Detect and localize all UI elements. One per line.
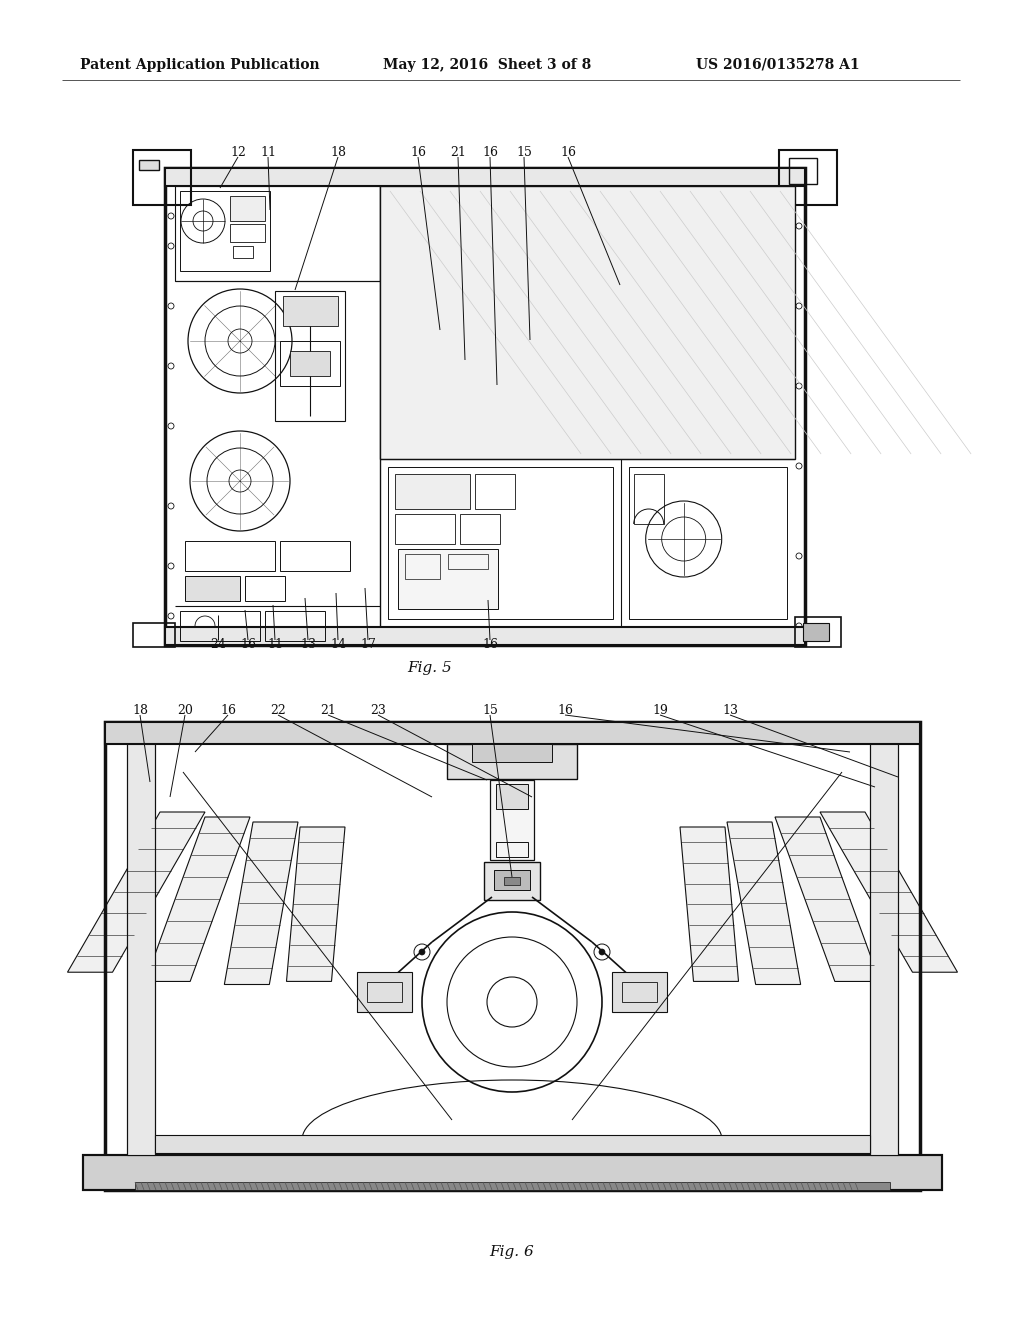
Text: 20: 20 bbox=[177, 704, 193, 717]
Bar bbox=[133, 150, 191, 205]
Bar bbox=[127, 744, 155, 1155]
Text: 11: 11 bbox=[260, 147, 276, 160]
Bar bbox=[367, 982, 402, 1002]
Bar bbox=[612, 972, 667, 1012]
Bar bbox=[388, 467, 612, 619]
Polygon shape bbox=[860, 1155, 942, 1191]
Bar bbox=[290, 351, 330, 376]
Bar bbox=[490, 780, 534, 861]
Bar bbox=[185, 541, 275, 572]
Bar bbox=[398, 549, 498, 609]
Polygon shape bbox=[287, 828, 345, 981]
Bar bbox=[233, 246, 253, 257]
Bar bbox=[155, 1135, 870, 1152]
Bar bbox=[230, 224, 265, 242]
Text: Patent Application Publication: Patent Application Publication bbox=[80, 58, 319, 73]
Text: 19: 19 bbox=[652, 704, 668, 717]
Text: 17: 17 bbox=[360, 639, 376, 652]
Bar bbox=[475, 474, 515, 510]
Text: 23: 23 bbox=[370, 704, 386, 717]
Text: 16: 16 bbox=[482, 147, 498, 160]
Bar bbox=[275, 290, 345, 421]
Text: 16: 16 bbox=[482, 639, 498, 652]
Bar bbox=[395, 474, 470, 510]
Polygon shape bbox=[727, 822, 801, 985]
Polygon shape bbox=[145, 817, 250, 982]
Bar bbox=[460, 513, 500, 544]
Bar bbox=[447, 744, 577, 779]
Bar bbox=[803, 623, 829, 642]
Text: 16: 16 bbox=[240, 639, 256, 652]
Text: 16: 16 bbox=[410, 147, 426, 160]
Bar bbox=[629, 467, 787, 619]
Bar bbox=[245, 576, 285, 601]
Bar bbox=[135, 1181, 890, 1191]
Polygon shape bbox=[680, 828, 738, 981]
Text: Fig. 5: Fig. 5 bbox=[408, 661, 453, 675]
Bar bbox=[280, 341, 340, 385]
Text: 16: 16 bbox=[220, 704, 236, 717]
Bar bbox=[496, 784, 528, 809]
Bar bbox=[280, 541, 350, 572]
Bar bbox=[870, 744, 898, 1155]
Text: Fig. 6: Fig. 6 bbox=[489, 1245, 535, 1259]
Bar bbox=[83, 1155, 942, 1191]
Text: 16: 16 bbox=[557, 704, 573, 717]
Text: 13: 13 bbox=[722, 704, 738, 717]
Bar bbox=[395, 513, 455, 544]
Bar bbox=[265, 611, 325, 642]
Polygon shape bbox=[775, 817, 880, 982]
Text: 24: 24 bbox=[210, 639, 226, 652]
Text: 12: 12 bbox=[230, 147, 246, 160]
Text: 22: 22 bbox=[270, 704, 286, 717]
Bar bbox=[105, 722, 920, 1191]
Bar bbox=[790, 158, 817, 183]
Bar bbox=[406, 554, 440, 579]
Polygon shape bbox=[68, 812, 205, 973]
Text: 15: 15 bbox=[482, 704, 498, 717]
Text: 13: 13 bbox=[300, 639, 316, 652]
Bar bbox=[230, 195, 265, 220]
Bar bbox=[494, 870, 530, 890]
Bar bbox=[449, 554, 488, 569]
Bar bbox=[185, 576, 240, 601]
Bar bbox=[165, 627, 805, 645]
Polygon shape bbox=[83, 1155, 165, 1191]
Text: 21: 21 bbox=[321, 704, 336, 717]
Bar bbox=[105, 722, 920, 744]
Text: 18: 18 bbox=[132, 704, 148, 717]
Text: US 2016/0135278 A1: US 2016/0135278 A1 bbox=[696, 58, 860, 73]
Bar bbox=[165, 168, 805, 186]
Bar bbox=[380, 186, 795, 459]
Bar bbox=[180, 611, 260, 642]
Bar bbox=[357, 972, 412, 1012]
Text: 21: 21 bbox=[451, 147, 466, 160]
Text: 16: 16 bbox=[560, 147, 575, 160]
Bar bbox=[133, 623, 175, 647]
Text: 11: 11 bbox=[267, 639, 283, 652]
Polygon shape bbox=[430, 583, 465, 607]
Bar bbox=[472, 744, 552, 762]
Bar bbox=[283, 296, 338, 326]
Circle shape bbox=[419, 949, 425, 954]
Bar bbox=[634, 474, 664, 524]
Circle shape bbox=[599, 949, 605, 954]
Text: 15: 15 bbox=[516, 147, 531, 160]
Text: 18: 18 bbox=[330, 147, 346, 160]
Bar bbox=[795, 616, 841, 647]
Bar bbox=[484, 862, 540, 900]
Bar bbox=[779, 150, 837, 205]
Polygon shape bbox=[820, 812, 957, 973]
Text: 14: 14 bbox=[330, 639, 346, 652]
Bar bbox=[622, 982, 657, 1002]
Polygon shape bbox=[224, 822, 298, 985]
Bar bbox=[504, 876, 520, 884]
Bar bbox=[496, 842, 528, 857]
Text: May 12, 2016  Sheet 3 of 8: May 12, 2016 Sheet 3 of 8 bbox=[383, 58, 591, 73]
Bar bbox=[139, 160, 159, 170]
Bar bbox=[175, 186, 380, 281]
Bar bbox=[180, 191, 270, 271]
Bar bbox=[165, 168, 805, 645]
Bar bbox=[83, 1155, 942, 1191]
